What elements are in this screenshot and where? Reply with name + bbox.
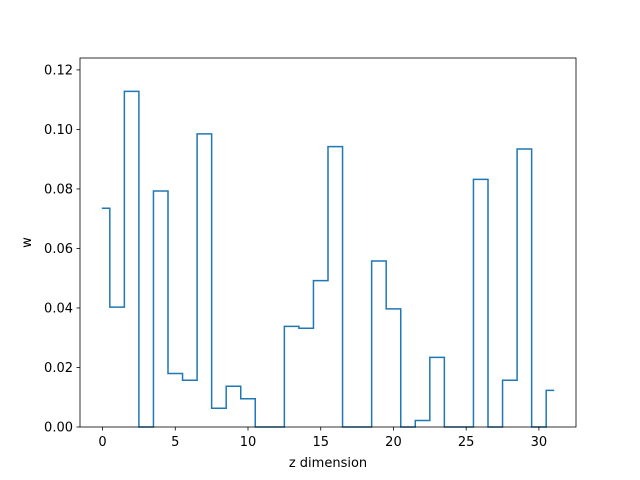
x-tick-label: 10 bbox=[240, 435, 257, 450]
y-axis-ticks: 0.00 0.02 0.04 0.06 0.08 0.10 0.12 bbox=[44, 63, 80, 436]
series-line bbox=[101, 90, 555, 428]
y-tick-label: 0.00 bbox=[44, 421, 73, 436]
plot-frame bbox=[79, 57, 577, 428]
y-tick-label: 0.04 bbox=[44, 301, 73, 316]
y-tick-label: 0.08 bbox=[44, 182, 73, 197]
y-tick-label: 0.12 bbox=[44, 63, 73, 78]
y-tick-label: 0.06 bbox=[44, 242, 73, 257]
x-tick-label: 20 bbox=[385, 435, 402, 450]
y-axis-label: w bbox=[20, 237, 35, 248]
x-tick-label: 0 bbox=[98, 435, 106, 450]
x-tick-label: 15 bbox=[312, 435, 329, 450]
y-tick-label: 0.02 bbox=[44, 361, 73, 376]
x-tick-label: 5 bbox=[171, 435, 179, 450]
x-tick-label: 25 bbox=[458, 435, 475, 450]
y-tick-label: 0.10 bbox=[44, 123, 73, 138]
x-axis-label: z dimension bbox=[289, 456, 367, 471]
x-axis-ticks: 0 5 10 15 20 25 30 bbox=[98, 427, 547, 450]
x-tick-label: 30 bbox=[531, 435, 548, 450]
